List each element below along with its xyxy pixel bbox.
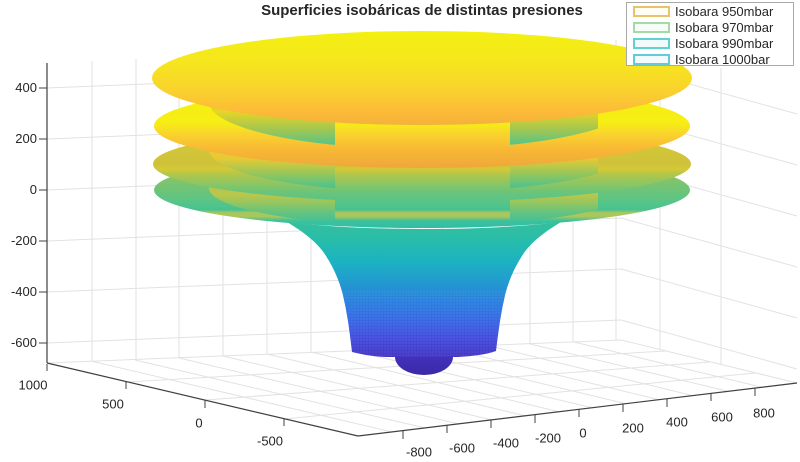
legend-item: Isobara 970mbar [627, 20, 793, 35]
axes [39, 63, 798, 439]
y-axis-tick-label: 500 [102, 396, 124, 412]
y-axis-tick-label: 1000 [18, 377, 48, 393]
legend-swatch-icon [633, 54, 670, 65]
y-axis-tick-label: -500 [256, 433, 284, 449]
legend-item: Isobara 1000bar [627, 52, 793, 67]
x-axis-tick-label: -800 [405, 444, 433, 460]
legend-item-label: Isobara 970mbar [675, 20, 774, 35]
plot-title: Superficies isobáricas de distintas pres… [261, 2, 583, 19]
legend-item-label: Isobara 1000bar [675, 52, 770, 67]
legend-swatch-icon [633, 6, 670, 17]
floor-grid [46, 339, 798, 433]
y-axis-tick-label: 0 [195, 415, 203, 431]
x-axis-tick-label: 200 [622, 420, 644, 436]
legend[interactable]: Isobara 950mbar Isobara 970mbar Isobara … [626, 2, 794, 67]
x-axis-tick-label: 400 [666, 414, 688, 430]
z-axis-tick-label: -600 [10, 335, 37, 350]
legend-item-label: Isobara 950mbar [675, 4, 774, 19]
x-axis-tick-label: -600 [448, 440, 476, 456]
legend-item: Isobara 990mbar [627, 36, 793, 51]
x-axis-tick-label: 0 [579, 425, 587, 441]
z-axis-tick-label: -400 [10, 284, 37, 299]
x-axis-tick-label: 800 [753, 405, 775, 421]
legend-item: Isobara 950mbar [627, 4, 793, 19]
z-axis-tick-label: -200 [10, 233, 37, 248]
z-axis-tick-label: 0 [29, 182, 37, 197]
x-axis-tick-label: 600 [711, 409, 733, 425]
z-axis-tick-label: 400 [15, 80, 37, 95]
legend-swatch-icon [633, 38, 670, 49]
x-axis-tick-label: -200 [534, 430, 562, 446]
z-axis-tick-label: 200 [15, 131, 37, 146]
legend-item-label: Isobara 990mbar [675, 36, 774, 51]
isobar-surfaces [152, 31, 692, 375]
x-axis-tick-label: -400 [492, 435, 520, 451]
legend-swatch-icon [633, 22, 670, 33]
surface-950mbar-disc [152, 31, 692, 125]
